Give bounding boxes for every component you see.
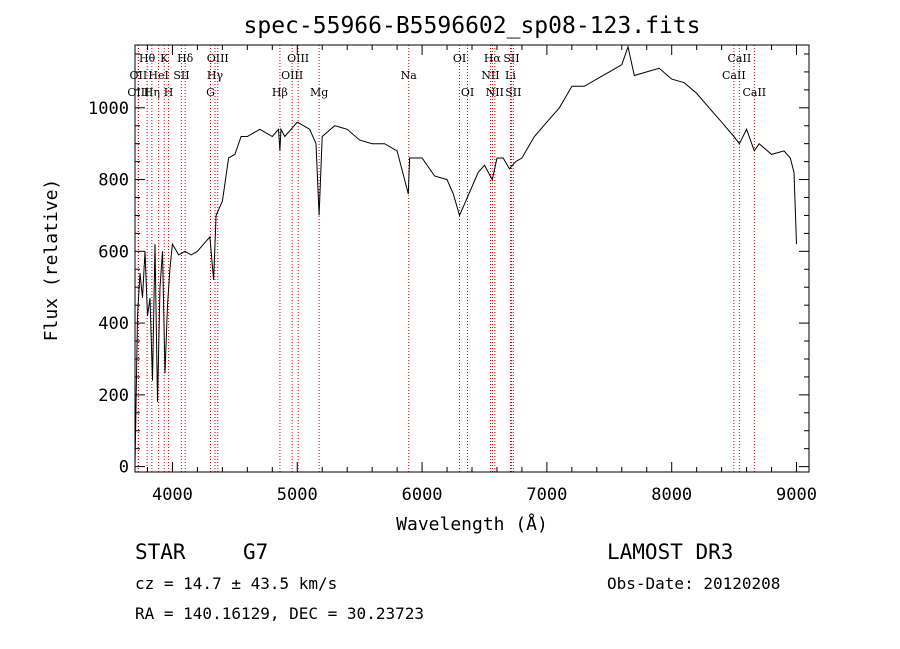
- line-marker-label: CaII: [722, 69, 746, 82]
- x-tick-label: 6000: [402, 485, 443, 505]
- line-marker-label: H: [164, 86, 174, 99]
- line-marker-label: Hθ: [139, 52, 156, 65]
- line-marker-group: [137, 45, 755, 472]
- y-tick-label: 0: [119, 458, 129, 478]
- line-marker-label: OIII: [281, 69, 303, 82]
- survey-label: LAMOST DR3: [607, 540, 734, 564]
- line-marker-label: Hγ: [207, 69, 224, 82]
- plot-frame: [134, 44, 810, 473]
- line-marker-label: Na: [401, 69, 418, 82]
- line-marker-label: OIII: [207, 52, 229, 65]
- x-axis: 4000 5000 6000 7000 8000 9000: [146, 45, 817, 505]
- line-marker-label: Hα: [484, 52, 502, 65]
- line-marker-label: Li: [505, 69, 516, 82]
- y-tick-label: 600: [98, 242, 129, 262]
- chart-title: spec-55966-B5596602_sp08-123.fits: [244, 13, 701, 39]
- x-tick-label: 8000: [651, 485, 692, 505]
- spectrum-line: [134, 44, 797, 467]
- y-axis: 0 200 400 600 800 1000: [88, 53, 809, 478]
- line-marker-label: OI: [453, 52, 466, 65]
- line-marker-label: Hβ: [272, 86, 288, 99]
- redshift-velocity: cz = 14.7 ± 43.5 km/s: [135, 574, 338, 593]
- coordinates: RA = 140.16129, DEC = 30.23723: [135, 604, 424, 623]
- line-marker-label: SII: [503, 52, 519, 65]
- line-marker-label: OII: [130, 69, 148, 82]
- line-marker-label: SII: [505, 86, 521, 99]
- observation-date: Obs-Date: 20120208: [607, 574, 781, 593]
- line-marker-label: HeI: [148, 69, 168, 82]
- line-marker-label-group: Hθ OII OIII K HeI Hη SII H Hδ OIII Hγ G OIII OIII Hβ Mg…: [127, 52, 766, 99]
- x-tick-label: 5000: [277, 485, 318, 505]
- y-tick-label: 800: [98, 171, 129, 191]
- line-marker-label: OI: [461, 86, 474, 99]
- y-tick-label: 200: [98, 386, 129, 406]
- line-marker-label: Hδ: [177, 52, 194, 65]
- line-marker-label: K: [160, 52, 169, 65]
- y-tick-label: 400: [98, 314, 129, 334]
- line-marker-label: NII: [486, 86, 504, 99]
- line-marker-label: G: [206, 86, 215, 99]
- line-marker-label: Hη: [144, 86, 160, 99]
- line-marker-label: SII: [173, 69, 189, 82]
- y-tick-label: 1000: [88, 99, 129, 119]
- object-subclass: G7: [243, 540, 269, 564]
- x-tick-label: 7000: [526, 485, 567, 505]
- line-marker-label: OIII: [127, 86, 149, 99]
- line-marker-label: Mg: [310, 86, 328, 99]
- x-tick-label: 4000: [152, 485, 193, 505]
- line-marker-label: CaII: [728, 52, 752, 65]
- x-tick-label: 9000: [776, 485, 817, 505]
- line-marker-label: CaII: [742, 86, 766, 99]
- line-marker-label: NII: [481, 69, 499, 82]
- object-class: STAR: [135, 540, 186, 564]
- line-marker-label: OIII: [287, 52, 309, 65]
- y-axis-label: Flux (relative): [41, 179, 62, 342]
- x-axis-label: Wavelength (Å): [396, 513, 548, 535]
